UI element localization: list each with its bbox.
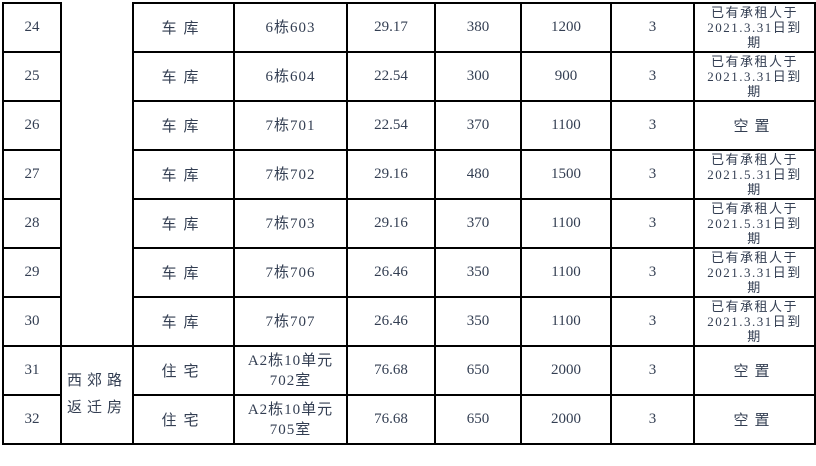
cell-status: 空置 [693, 100, 816, 151]
cell-value-2: 1100 [520, 247, 612, 298]
cell-status: 空置 [693, 345, 816, 396]
cell-value-1: 300 [434, 51, 522, 102]
cell-type: 住宅 [132, 345, 235, 396]
cell-value-2: 2000 [520, 394, 612, 445]
cell-status: 已有承租人于 2021.3.31日到 期 [693, 51, 816, 102]
cell-row-number: 32 [2, 394, 62, 445]
cell-unit: A2栋10单元 702室 [233, 345, 348, 396]
cell-value-1: 370 [434, 100, 522, 151]
cell-unit: 7栋706 [233, 247, 348, 298]
cell-row-number: 30 [2, 296, 62, 347]
table-row: 28 车库 7栋703 29.16 370 1100 3 已有承租人于 2021… [2, 198, 816, 249]
cell-type: 车库 [132, 247, 235, 298]
project-cell-xijiaolu: 西郊路 返迁房 [60, 345, 134, 445]
cell-unit: 7栋701 [233, 100, 348, 151]
table-row: 24 车库 6栋603 29.17 380 1200 3 已有承租人于 2021… [2, 2, 816, 347]
cell-unit: 6栋603 [233, 2, 348, 53]
cell-value-1: 350 [434, 247, 522, 298]
cell-area: 26.46 [346, 247, 436, 298]
cell-value-3: 3 [610, 198, 695, 249]
cell-type: 车库 [132, 149, 235, 200]
cell-status: 已有承租人于 2021.3.31日到 期 [693, 2, 816, 53]
cell-status: 已有承租人于 2021.5.31日到 期 [693, 149, 816, 200]
cell-status: 已有承租人于 2021.3.31日到 期 [693, 247, 816, 298]
cell-area: 29.16 [346, 198, 436, 249]
cell-value-3: 3 [610, 345, 695, 396]
cell-value-1: 350 [434, 296, 522, 347]
cell-value-1: 380 [434, 2, 522, 53]
cell-unit: 7栋702 [233, 149, 348, 200]
cell-type: 车库 [132, 296, 235, 347]
cell-unit: 7栋707 [233, 296, 348, 347]
cell-area: 76.68 [346, 345, 436, 396]
cell-type: 车库 [132, 2, 235, 53]
cell-unit: A2栋10单元 705室 [233, 394, 348, 445]
cell-row-number: 26 [2, 100, 62, 151]
cell-type: 住宅 [132, 394, 235, 445]
cell-row-number: 31 [2, 345, 62, 396]
cell-row-number: 27 [2, 149, 62, 200]
cell-type: 车库 [132, 198, 235, 249]
cell-value-3: 3 [610, 2, 695, 53]
cell-value-1: 650 [434, 394, 522, 445]
cell-value-1: 370 [434, 198, 522, 249]
cell-value-1: 650 [434, 345, 522, 396]
cell-unit: 6栋604 [233, 51, 348, 102]
cell-value-2: 1100 [520, 100, 612, 151]
cell-area: 22.54 [346, 100, 436, 151]
cell-value-3: 3 [610, 149, 695, 200]
cell-row-number: 28 [2, 198, 62, 249]
cell-area: 76.68 [346, 394, 436, 445]
table-row: 26 车库 7栋701 22.54 370 1100 3 空置 [2, 100, 816, 151]
cell-value-3: 3 [610, 247, 695, 298]
cell-area: 26.46 [346, 296, 436, 347]
table-row: 30 车库 7栋707 26.46 350 1100 3 已有承租人于 2021… [2, 296, 816, 347]
cell-type: 车库 [132, 51, 235, 102]
cell-status: 已有承租人于 2021.3.31日到 期 [693, 296, 816, 347]
cell-value-3: 3 [610, 100, 695, 151]
cell-value-1: 480 [434, 149, 522, 200]
cell-value-3: 3 [610, 296, 695, 347]
rental-units-table: 24 车库 6栋603 29.17 380 1200 3 已有承租人于 2021… [2, 2, 816, 445]
table-row: 27 车库 7栋702 29.16 480 1500 3 已有承租人于 2021… [2, 149, 816, 200]
cell-value-2: 900 [520, 51, 612, 102]
cell-value-2: 1500 [520, 149, 612, 200]
cell-value-2: 1100 [520, 198, 612, 249]
cell-status: 已有承租人于 2021.5.31日到 期 [693, 198, 816, 249]
cell-area: 29.16 [346, 149, 436, 200]
project-cell-upper [60, 3, 134, 347]
table-row: 29 车库 7栋706 26.46 350 1100 3 已有承租人于 2021… [2, 247, 816, 298]
table-row: 31 西郊路 返迁房 住宅 A2栋10单元 702室 76.68 650 200… [2, 345, 816, 445]
table-row: 25 车库 6栋604 22.54 300 900 3 已有承租人于 2021.… [2, 51, 816, 102]
cell-area: 22.54 [346, 51, 436, 102]
cell-value-3: 3 [610, 394, 695, 445]
cell-type: 车库 [132, 100, 235, 151]
cell-row-number: 25 [2, 51, 62, 102]
cell-unit: 7栋703 [233, 198, 348, 249]
cell-status: 空置 [693, 394, 816, 445]
cell-row-number: 24 [2, 2, 62, 53]
cell-area: 29.17 [346, 2, 436, 53]
cell-value-2: 2000 [520, 345, 612, 396]
cell-value-3: 3 [610, 51, 695, 102]
cell-value-2: 1100 [520, 296, 612, 347]
table-row: 32 住宅 A2栋10单元 705室 76.68 650 2000 3 空置 [2, 394, 816, 445]
cell-value-2: 1200 [520, 2, 612, 53]
cell-row-number: 29 [2, 247, 62, 298]
